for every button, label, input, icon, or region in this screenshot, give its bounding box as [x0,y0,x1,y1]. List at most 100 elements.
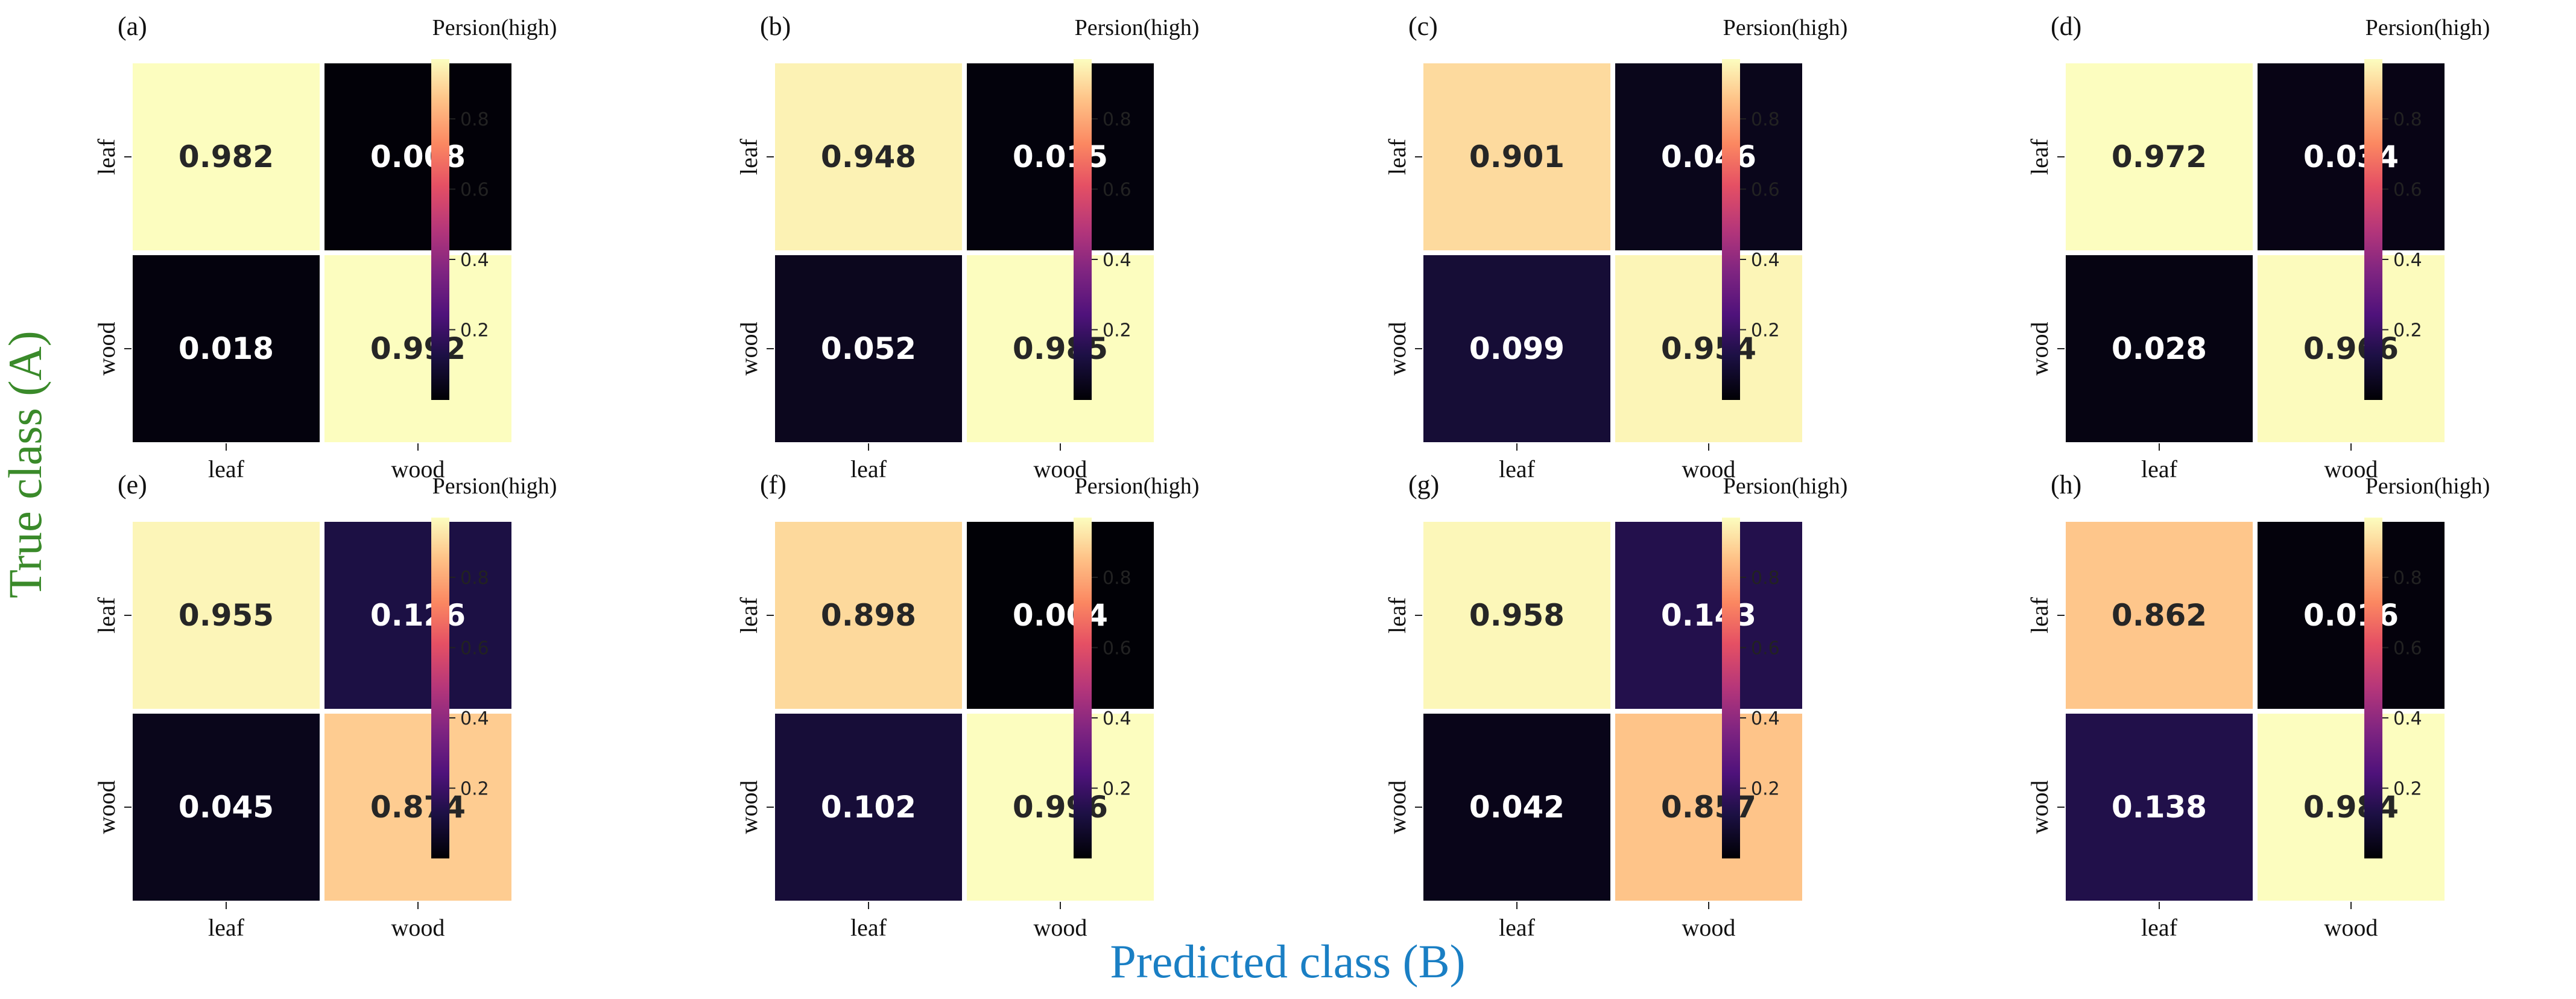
heatmap-cell [2066,63,2253,250]
cell-value-label: 0.898 [821,598,916,633]
row-tick-label: leaf [2026,138,2053,175]
colorbar-tick-label: 0.8 [2393,109,2422,130]
heatmap-cell [1615,255,1802,442]
cell-value-label: 0.052 [821,331,916,366]
colorbar-tick-label: 0.2 [1103,779,1131,800]
heatmap-cell [775,63,962,250]
cell-value-label: 0.138 [2112,790,2207,825]
cell-value-label: 0.018 [179,331,274,366]
colorbar-title: Persion(high) [432,474,557,499]
colorbar-tick-label: 0.2 [1751,320,1780,341]
cell-value-label: 0.966 [2303,331,2399,366]
colorbar-tick-label: 0.2 [2393,779,2422,800]
colorbar-tick-label: 0.8 [1751,568,1780,589]
cell-value-label: 0.985 [1013,331,1108,366]
colorbar-tick-label: 0.2 [1751,779,1780,800]
row-tick-label: wood [735,322,762,376]
heatmap-cell [2258,63,2445,250]
colorbar-tick-label: 0.6 [460,180,489,201]
cell-value-label: 0.948 [821,139,916,174]
row-tick-label: leaf [2026,597,2053,633]
colorbar-tick-label: 0.6 [1103,180,1131,201]
col-tick-label: wood [1034,455,1087,483]
cell-value-label: 0.958 [1469,598,1565,633]
colorbar-tick-label: 0.4 [1103,250,1131,271]
colorbar-tick-label: 0.8 [2393,568,2422,589]
heatmap-cell [133,522,320,709]
heatmap-cell [2066,522,2253,709]
heatmap-cell [775,714,962,901]
colorbar [1722,59,1740,400]
col-tick-label: leaf [208,455,245,483]
confusion-matrix-panel: (h) Persion(high) 0.862 0.016 0.138 0.984 leaf… [2026,470,2490,941]
colorbar [431,59,449,400]
cell-value-label: 0.004 [1013,598,1108,633]
cell-value-label: 0.954 [1661,331,1756,366]
colorbar-tick-label: 0.8 [460,109,489,130]
colorbar-tick-label: 0.8 [1751,109,1780,130]
row-tick-label: leaf [1384,597,1411,633]
col-tick-label: wood [1034,914,1087,941]
col-tick-label: leaf [850,914,887,941]
colorbar-tick-label: 0.6 [2393,638,2422,659]
cell-value-label: 0.143 [1661,598,1756,633]
cell-value-label: 0.016 [2303,598,2399,633]
x-axis-label: Predicted class (B) [1110,935,1465,988]
colorbar-tick-label: 0.2 [460,779,489,800]
heatmap-cell [324,63,511,250]
cell-value-label: 0.045 [179,790,274,825]
row-tick-label: leaf [735,138,762,175]
row-tick-label: wood [1384,781,1411,834]
colorbar-tick-label: 0.8 [1103,568,1131,589]
cell-value-label: 0.857 [1661,790,1756,825]
cell-value-label: 0.099 [1469,331,1565,366]
heatmap-cell [2258,714,2445,901]
col-tick-label: wood [391,914,445,941]
colorbar-tick-label: 0.2 [2393,320,2422,341]
panels-group: (a) Persion(high) 0.982 0.008 0.018 0.992 leaf… [93,11,2490,941]
cell-value-label: 0.874 [370,790,466,825]
colorbar-tick-label: 0.2 [1103,320,1131,341]
cell-value-label: 0.984 [2303,790,2399,825]
row-tick-label: leaf [1384,138,1411,175]
col-tick-label: leaf [2141,455,2178,483]
col-tick-label: leaf [850,455,887,483]
cell-value-label: 0.901 [1469,139,1565,174]
confusion-matrix-panel: (d) Persion(high) 0.972 0.034 0.028 0.966 leaf… [2026,11,2490,483]
heatmap-cell [2258,255,2445,442]
colorbar-tick-label: 0.4 [2393,250,2422,271]
row-tick-label: leaf [93,597,120,633]
cell-value-label: 0.046 [1661,139,1756,174]
cell-value-label: 0.034 [2303,139,2399,174]
colorbar-title: Persion(high) [2366,15,2490,40]
heatmap-cell [967,714,1154,901]
y-axis-label: True class (A) [0,331,51,598]
row-tick-label: wood [93,781,120,834]
colorbar-tick-label: 0.4 [1751,250,1780,271]
colorbar [2364,518,2382,858]
col-tick-label: wood [391,455,445,483]
cell-value-label: 0.862 [2112,598,2207,633]
colorbar-tick-label: 0.6 [2393,180,2422,201]
heatmap-cell [967,522,1154,709]
row-tick-label: wood [2026,322,2053,376]
heatmap-cell [2258,522,2445,709]
colorbar-title: Persion(high) [1723,15,1848,40]
cell-value-label: 0.028 [2112,331,2207,366]
row-tick-label: leaf [735,597,762,633]
heatmap-cell [324,255,511,442]
row-tick-label: wood [735,781,762,834]
colorbar [1722,518,1740,858]
col-tick-label: leaf [1499,914,1536,941]
colorbar-tick-label: 0.6 [1103,638,1131,659]
colorbar-tick-label: 0.8 [460,568,489,589]
panel-letter: (h) [2051,470,2081,500]
cell-value-label: 0.126 [370,598,466,633]
colorbar [1074,518,1092,858]
cell-value-label: 0.042 [1469,790,1565,825]
colorbar-tick-label: 0.4 [1103,708,1131,729]
confusion-matrix-panel: (a) Persion(high) 0.982 0.008 0.018 0.992 leaf… [93,11,557,483]
heatmap-cell [1423,522,1610,709]
colorbar-title: Persion(high) [1075,15,1200,40]
